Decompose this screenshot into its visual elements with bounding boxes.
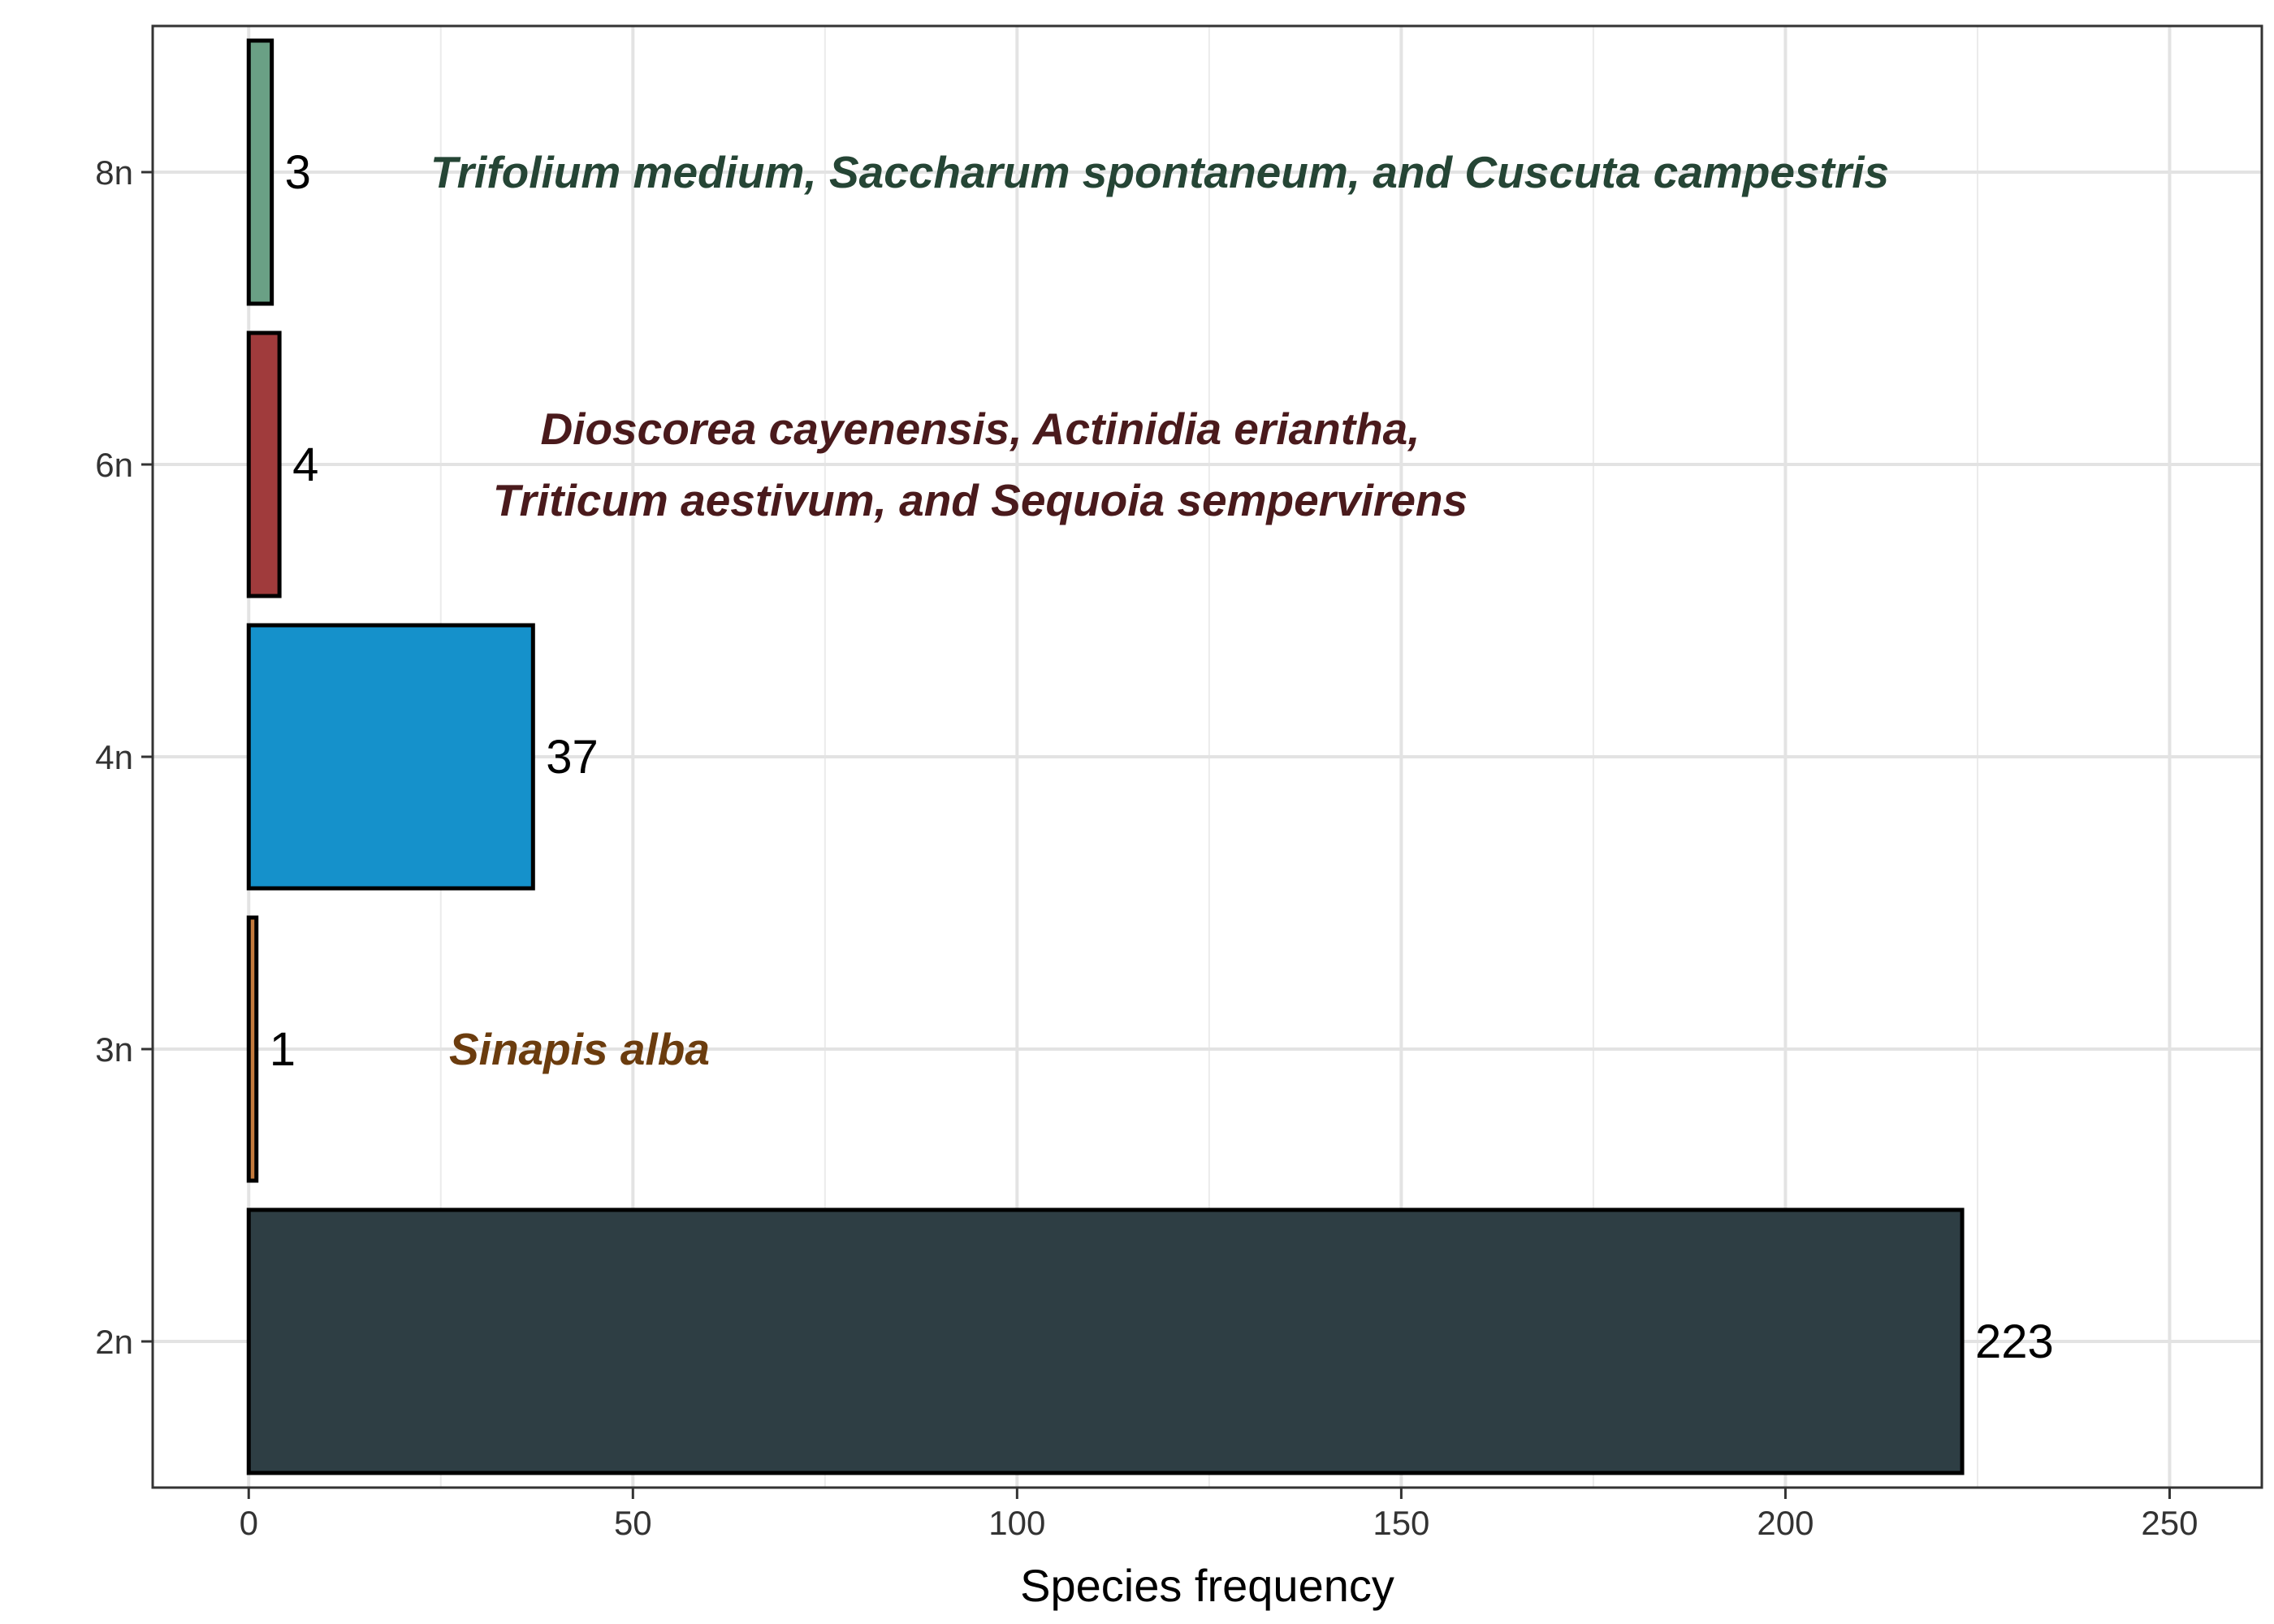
axis-ticks: 0 50 100 150 200 250 2n 3n 4n 6n 8n xyxy=(95,153,2198,1542)
bar-value-label: 1 xyxy=(270,1023,296,1076)
annotations: Trifolium medium, Saccharum spontaneum, … xyxy=(430,147,1889,1074)
y-tick-label: 8n xyxy=(95,153,133,192)
y-tick-label: 4n xyxy=(95,738,133,776)
bar-value-label: 4 xyxy=(292,438,318,491)
y-tick-label: 6n xyxy=(95,446,133,484)
x-tick-label: 150 xyxy=(1373,1504,1429,1542)
bar-8n xyxy=(246,38,275,306)
x-axis-title: Species frequency xyxy=(1020,1560,1394,1611)
bar-value-label: 223 xyxy=(1975,1315,2054,1368)
bar-value-label: 3 xyxy=(285,146,311,199)
bar-3n xyxy=(246,915,259,1183)
data-labels: 223 1 37 4 3 xyxy=(270,146,2054,1368)
annotation-6n-line: Triticum aestivum, and Sequoia sempervir… xyxy=(493,475,1468,525)
x-tick-label: 100 xyxy=(988,1504,1045,1542)
x-tick-label: 250 xyxy=(2141,1504,2198,1542)
x-tick-label: 50 xyxy=(614,1504,652,1542)
annotation-6n-line: Dioscorea cayenensis, Actinidia eriantha… xyxy=(540,404,1420,454)
bars xyxy=(246,38,1965,1475)
bar-2n xyxy=(246,1207,1965,1475)
bar-4n xyxy=(246,623,535,891)
x-tick-label: 0 xyxy=(240,1504,258,1542)
y-tick-label: 2n xyxy=(95,1323,133,1361)
bar-6n xyxy=(246,330,282,598)
x-tick-label: 200 xyxy=(1757,1504,1814,1542)
annotation-3n-line: Sinapis alba xyxy=(449,1024,710,1074)
bar-value-label: 37 xyxy=(546,731,599,784)
annotation-8n-line: Trifolium medium, Saccharum spontaneum, … xyxy=(430,147,1889,197)
grid-lines xyxy=(153,26,2262,1488)
y-tick-label: 3n xyxy=(95,1030,133,1069)
